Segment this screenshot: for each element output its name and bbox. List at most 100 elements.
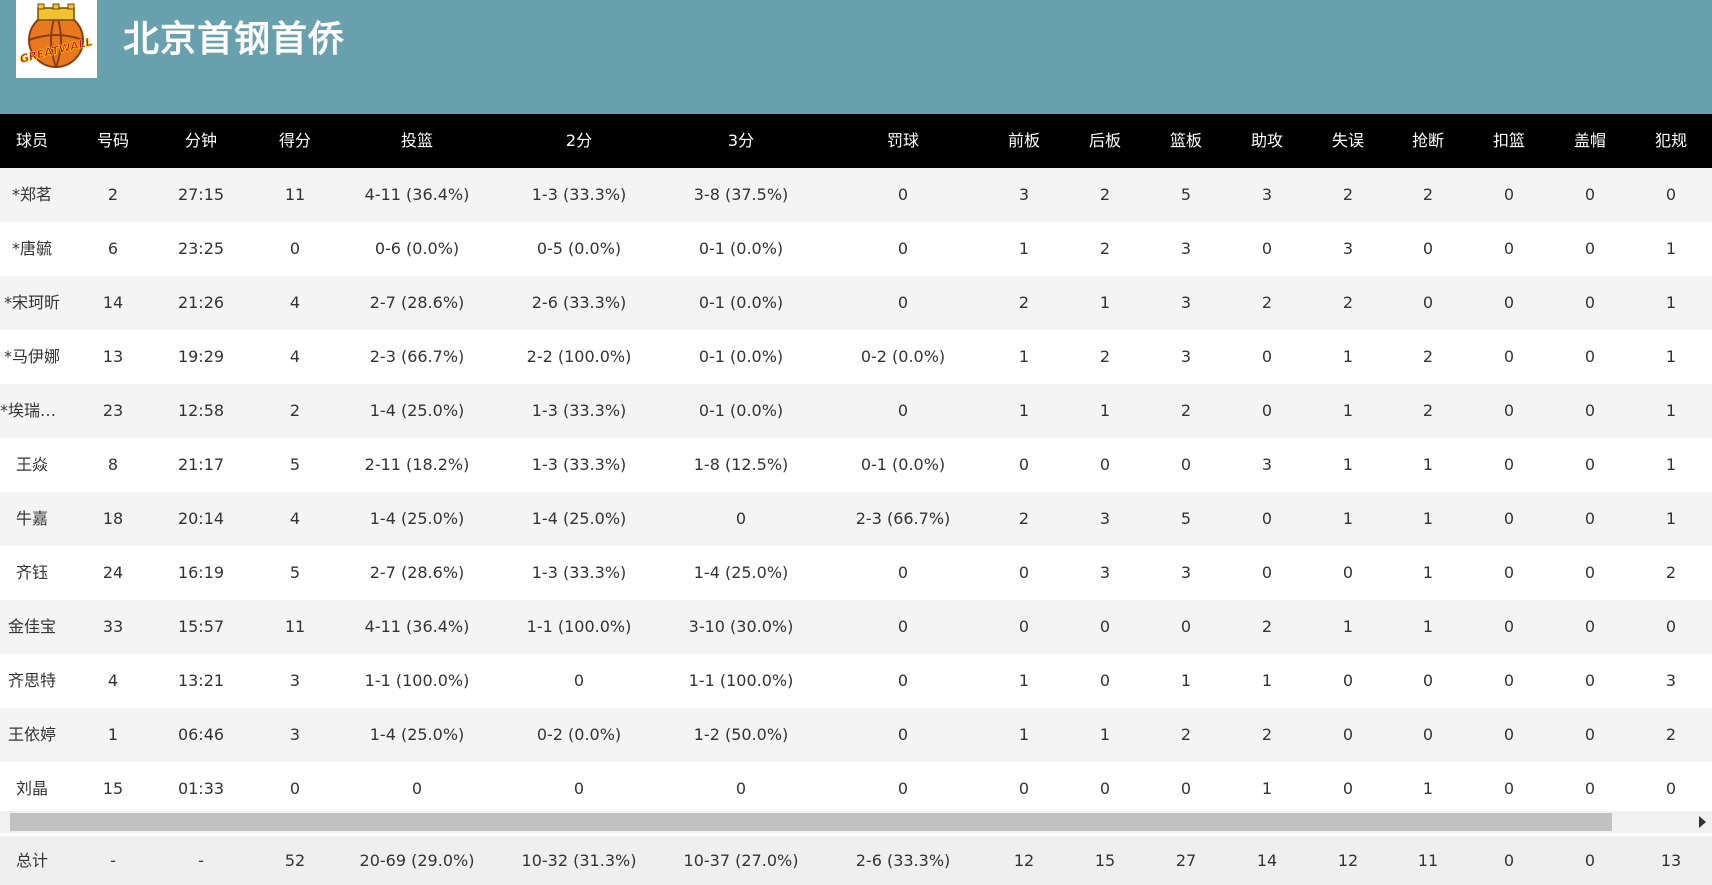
cell-fg: 2-7 (28.6%) — [369, 563, 465, 582]
cell-player: 牛嘉 — [15, 509, 48, 528]
cell-three-pt: 1-4 (25.0%) — [693, 563, 789, 582]
cell-tov: 0 — [1342, 671, 1354, 690]
cell-two-pt: 2-6 (33.3%) — [531, 293, 627, 312]
cell-ft: 0-2 (0.0%) — [860, 347, 946, 366]
cell-stl: 1 — [1422, 617, 1434, 636]
scroll-right-arrow-icon[interactable] — [1699, 816, 1706, 828]
cell-def-reb: 2 — [1099, 239, 1111, 258]
cell-stl: 2 — [1422, 401, 1434, 420]
table-row: 齐思特 4 13:21 3 1-1 (100.0%) 0 1-1 (100.0%) 0 1 0 1 1… — [0, 654, 1712, 708]
horizontal-scrollbar[interactable] — [0, 811, 1712, 833]
cell-stl: 0 — [1422, 239, 1434, 258]
cell-points: 11 — [284, 617, 306, 636]
cell-dunk: 0 — [1503, 293, 1515, 312]
cell-minutes: 12:58 — [177, 401, 225, 420]
cell-off-reb: 1 — [1018, 347, 1030, 366]
cell-ast: 1 — [1261, 779, 1273, 798]
column-header-def-reb: 后板 — [1088, 131, 1121, 150]
cell-points: 11 — [284, 185, 306, 204]
cell-ft: 0 — [897, 563, 909, 582]
cell-ft: 0 — [897, 617, 909, 636]
cell-ft: 0 — [897, 185, 909, 204]
cell-reb: 1 — [1180, 671, 1192, 690]
great-wall-basketball-logo-icon: GREATWALL — [18, 3, 94, 68]
cell-points: 4 — [289, 293, 301, 312]
cell-minutes: 21:26 — [177, 293, 225, 312]
column-header-stl: 抢断 — [1411, 131, 1444, 150]
totals-row: 总计 - - 52 20-69 (29.0%) 10-32 (31.3%) 10-37 (2… — [0, 836, 1712, 885]
cell-two-pt: 1-4 (25.0%) — [531, 509, 627, 528]
cell-dunk: 0 — [1503, 509, 1515, 528]
cell-two-pt: 1-3 (33.3%) — [531, 401, 627, 420]
cell-player: 齐思特 — [7, 671, 56, 690]
cell-number: 2 — [107, 185, 119, 204]
column-header-ast: 助攻 — [1250, 131, 1283, 150]
table-header-row: 球员 号码 分钟 得分 投篮 2分 3分 罚球 前板 后板 篮板 助攻 失误 抢断 扣篮 盖帽 犯规 — [0, 114, 1712, 168]
cell-stl: 2 — [1422, 347, 1434, 366]
cell-number: 14 — [102, 293, 124, 312]
cell-fg: 2-7 (28.6%) — [369, 293, 465, 312]
cell-ast: 0 — [1261, 347, 1273, 366]
cell-dunk: 0 — [1503, 185, 1515, 204]
cell-points: 5 — [289, 563, 301, 582]
cell-minutes: 06:46 — [177, 725, 225, 744]
cell-two-pt: 0-5 (0.0%) — [536, 239, 622, 258]
cell-fg: 0 — [411, 779, 423, 798]
cell-dunk: 0 — [1503, 563, 1515, 582]
cell-three-pt: 0 — [735, 509, 747, 528]
cell-player: 齐钰 — [15, 563, 48, 582]
table-row: 牛嘉 18 20:14 4 1-4 (25.0%) 1-4 (25.0%) 0 2-3 (66… — [0, 492, 1712, 546]
cell-blk: 0 — [1584, 671, 1596, 690]
table-row: 齐钰 24 16:19 5 2-7 (28.6%) 1-3 (33.3%) 1-4 (25.… — [0, 546, 1712, 600]
column-header-player: 球员 — [15, 131, 48, 150]
column-header-minutes: 分钟 — [184, 131, 217, 150]
total-tov: 12 — [1337, 851, 1359, 870]
cell-def-reb: 2 — [1099, 347, 1111, 366]
cell-reb: 3 — [1180, 239, 1192, 258]
cell-tov: 1 — [1342, 617, 1354, 636]
cell-def-reb: 2 — [1099, 185, 1111, 204]
cell-foul: 2 — [1665, 563, 1677, 582]
cell-number: 33 — [102, 617, 124, 636]
cell-two-pt: 0-2 (0.0%) — [536, 725, 622, 744]
cell-reb: 0 — [1180, 779, 1192, 798]
cell-off-reb: 3 — [1018, 185, 1030, 204]
column-header-fg: 投篮 — [400, 131, 433, 150]
cell-player: 金佳宝 — [7, 617, 56, 636]
cell-off-reb: 1 — [1018, 239, 1030, 258]
cell-ft: 2-3 (66.7%) — [855, 509, 951, 528]
column-header-ft: 罚球 — [886, 131, 919, 150]
cell-three-pt: 0-1 (0.0%) — [698, 401, 784, 420]
cell-def-reb: 3 — [1099, 563, 1111, 582]
cell-tov: 0 — [1342, 725, 1354, 744]
table-row: *马伊娜 13 19:29 4 2-3 (66.7%) 2-2 (100.0%) 0-1 (… — [0, 330, 1712, 384]
cell-blk: 0 — [1584, 563, 1596, 582]
cell-dunk: 0 — [1503, 725, 1515, 744]
cell-minutes: 27:15 — [177, 185, 225, 204]
cell-dunk: 0 — [1503, 239, 1515, 258]
cell-tov: 1 — [1342, 455, 1354, 474]
cell-number: 4 — [107, 671, 119, 690]
cell-number: 15 — [102, 779, 124, 798]
cell-foul: 3 — [1665, 671, 1677, 690]
cell-blk: 0 — [1584, 293, 1596, 312]
cell-player: *郑茗 — [11, 185, 52, 204]
cell-player: 王焱 — [15, 455, 48, 474]
cell-ast: 2 — [1261, 617, 1273, 636]
column-header-two-pt: 2分 — [565, 131, 593, 150]
cell-number: 23 — [102, 401, 124, 420]
cell-two-pt: 1-3 (33.3%) — [531, 455, 627, 474]
scrollbar-thumb[interactable] — [10, 813, 1612, 831]
cell-two-pt: 1-1 (100.0%) — [526, 617, 632, 636]
cell-fg: 4-11 (36.4%) — [364, 185, 470, 204]
cell-ast: 3 — [1261, 185, 1273, 204]
cell-number: 24 — [102, 563, 124, 582]
cell-reb: 5 — [1180, 509, 1192, 528]
total-foul: 13 — [1660, 851, 1682, 870]
cell-fg: 2-3 (66.7%) — [369, 347, 465, 366]
cell-def-reb: 1 — [1099, 401, 1111, 420]
cell-minutes: 19:29 — [177, 347, 225, 366]
cell-blk: 0 — [1584, 725, 1596, 744]
cell-fg: 0-6 (0.0%) — [374, 239, 460, 258]
cell-tov: 2 — [1342, 185, 1354, 204]
